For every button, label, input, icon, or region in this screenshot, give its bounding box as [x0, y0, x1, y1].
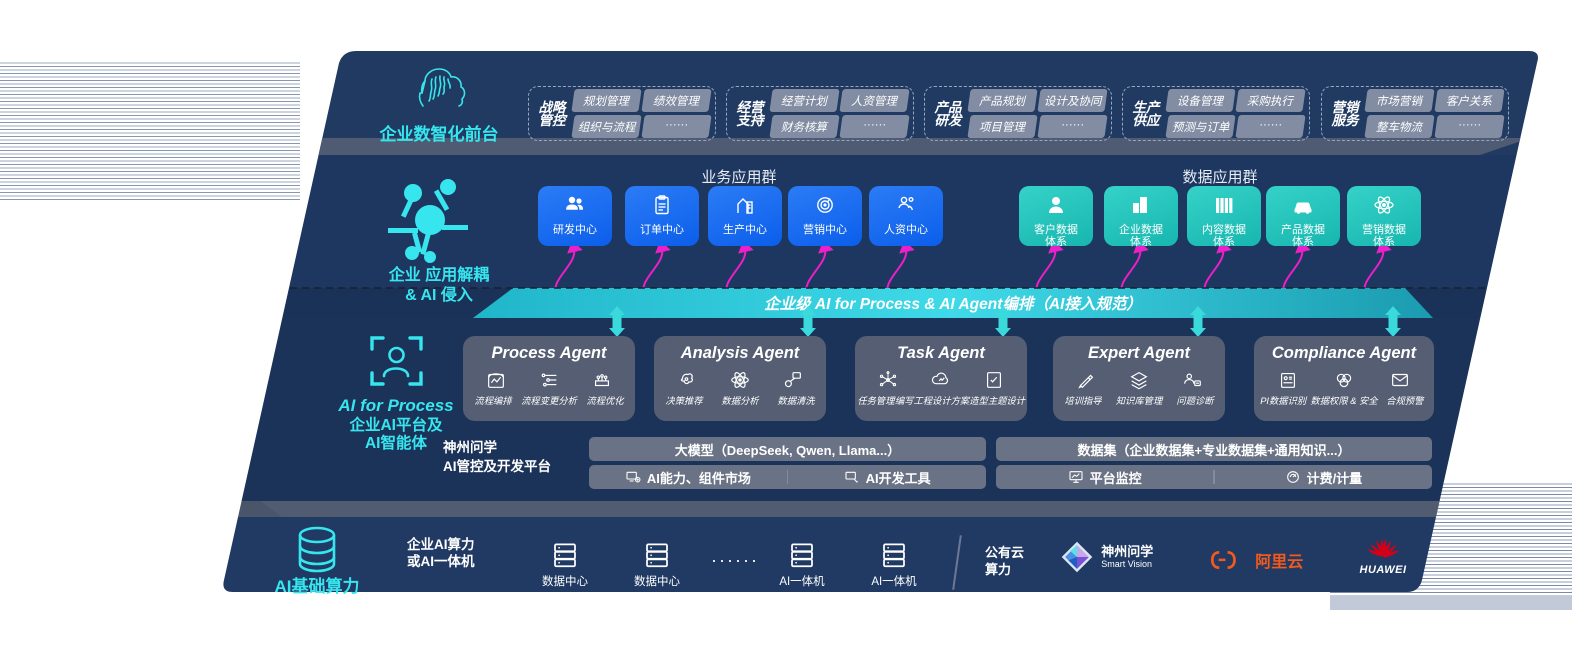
svg-text:AI for Process: AI for Process [337, 396, 453, 415]
svg-text:企业 应用解耦: 企业 应用解耦 [388, 265, 489, 284]
svg-text:AI基础算力: AI基础算力 [275, 576, 360, 596]
svg-text:AI智能体: AI智能体 [365, 433, 428, 452]
svg-text:企业级 AI for Process & AI Agent编: 企业级 AI for Process & AI Agent编排（AI接入规范） [764, 295, 1142, 313]
svg-text:企业数智化前台: 企业数智化前台 [379, 124, 499, 144]
svg-text:企业AI平台及: 企业AI平台及 [348, 415, 443, 434]
svg-text:& AI 侵入: & AI 侵入 [405, 285, 473, 304]
